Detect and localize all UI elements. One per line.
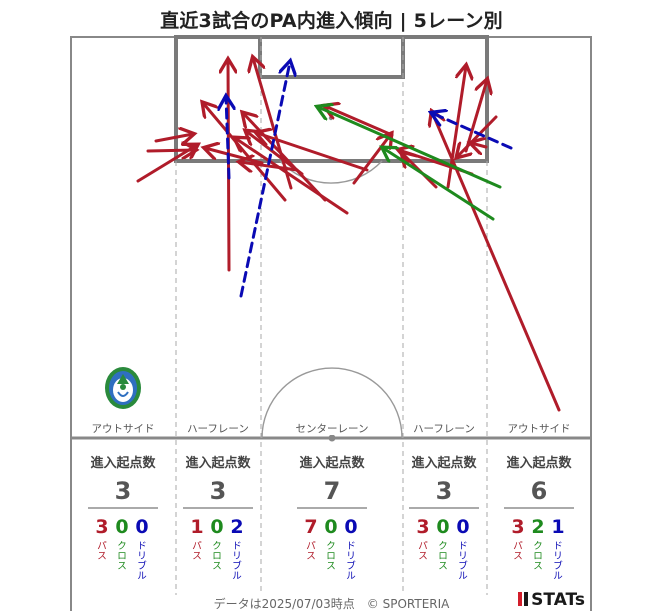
lane-label: アウトサイド [92,423,155,435]
dribble-label: ドリブル [346,541,356,582]
lane-label: アウトサイド [508,423,571,435]
team-crest-icon [105,367,141,409]
chart-title: 直近3試合のPA内進入傾向 | 5レーン別 [160,10,503,32]
pass-arrow [228,60,229,272]
cross-count: 0 [436,516,449,538]
pass-count: 3 [95,516,108,538]
dribble-count: 2 [230,516,243,538]
pass-arrow [457,115,498,157]
lane-label-bg [87,421,159,435]
brand-logo: STATs [518,590,585,610]
pass-count: 3 [511,516,524,538]
pass-arrow [240,162,299,170]
cross-count: 0 [324,516,337,538]
pass-arrow [352,134,391,185]
lane-label: センターレーン [296,423,369,435]
entry-count-heading: 進入起点数 [411,455,477,471]
dribble-label: ドリブル [232,541,242,582]
brand-text: STATs [531,590,585,610]
entry-count-heading: 進入起点数 [185,455,251,471]
center-spot [328,434,336,442]
dribble-arrow [226,97,229,180]
entry-count-total: 3 [115,477,132,505]
pass-arrow [154,134,193,141]
pass-label: パス [513,541,523,562]
cross-count: 0 [210,516,223,538]
pass-arrow [243,113,327,202]
entry-count-heading: 進入起点数 [506,455,572,471]
entry-count-total: 7 [324,477,341,505]
entry-count-heading: 進入起点数 [90,455,156,471]
pass-arrow [471,143,488,147]
cross-label: クロス [117,541,127,572]
entry-count-heading: 進入起点数 [299,455,365,471]
pass-label: パス [418,541,428,562]
pass-arrow [146,150,195,151]
pass-label: パス [97,541,107,562]
dribble-label: ドリブル [458,541,468,582]
entry-count-total: 3 [210,477,227,505]
cross-count: 2 [531,516,544,538]
dribble-arrow [239,62,290,298]
lane-label-bg [408,421,480,435]
dribble-count: 0 [344,516,357,538]
lane-label: ハーフレーン [187,423,249,435]
lane-label-bg [182,421,254,435]
cross-count: 0 [115,516,128,538]
dribble-count: 0 [456,516,469,538]
center-circle [261,367,403,439]
cross-arrow [318,107,502,189]
dribble-label: ドリブル [553,541,563,582]
pass-count: 3 [416,516,429,538]
cross-label: クロス [326,541,336,572]
lane-label-bg [290,421,374,435]
footer-note: データは2025/07/03時点 © SPORTERIA [213,597,450,611]
pass-label: パス [192,541,202,562]
pass-arrow [432,112,561,412]
lane-label-bg [503,421,575,435]
dribble-arrow [432,113,513,150]
entry-count-total: 3 [436,477,453,505]
pass-count: 1 [190,516,203,538]
dribble-label: ドリブル [137,541,147,582]
pass-label: パス [306,541,316,562]
dribble-count: 1 [551,516,564,538]
pass-arrow [325,106,394,137]
pass-arrow [235,138,349,215]
penalty-area [174,35,489,163]
pass-arrow [253,58,293,190]
lane-label: ハーフレーン [413,423,475,435]
pass-arrow [464,80,487,153]
cross-label: クロス [438,541,448,572]
entry-arrows [136,58,561,412]
pass-arrow [257,133,369,172]
pass-count: 7 [304,516,317,538]
cross-label: クロス [212,541,222,572]
dribble-count: 0 [135,516,148,538]
cross-arrow [383,148,495,221]
cross-label: クロス [533,541,543,572]
entry-count-total: 6 [531,477,548,505]
penalty-spot [328,115,334,121]
goal-area [258,35,405,79]
